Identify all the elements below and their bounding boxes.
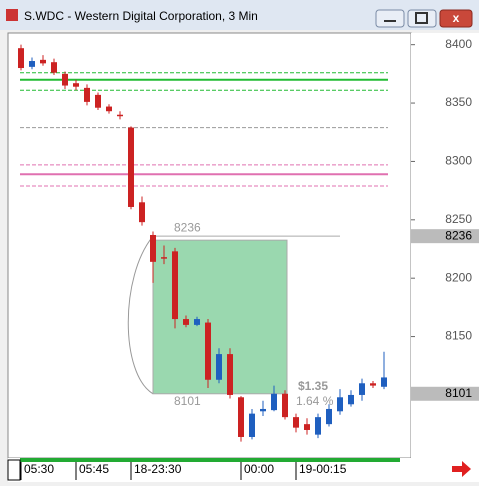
x-tick-label: 00:00 [244,462,274,476]
candle-body [238,397,244,437]
measure-top-label: 8236 [174,220,201,234]
candle-body [139,202,145,223]
x-tick-label: 05:45 [79,462,109,476]
measure-percent: 1.64 % [296,394,334,408]
price-marker-label: 8236 [445,228,472,242]
candle-body [29,61,35,67]
price-marker [411,229,479,244]
candle-body [227,354,233,395]
candle-body [106,106,112,112]
price-marker-label: 8101 [445,386,472,400]
candle-body [315,417,321,435]
candle-body [95,94,101,108]
candle-body [84,87,90,102]
candle-body [282,393,288,418]
candle-body [172,251,178,320]
y-tick-label: 8250 [445,212,472,226]
candle-body [18,48,24,69]
candle-body [62,73,68,86]
close-icon: x [453,11,460,25]
candle-body [183,319,189,325]
x-tick-label: 05:30 [24,462,54,476]
measure-bottom-label: 8101 [174,394,201,408]
candle-body [161,257,167,259]
y-tick-label: 8150 [445,329,472,343]
candle-body [117,114,123,117]
candle-body [370,383,376,386]
app-icon [6,9,18,21]
scroll-arrow[interactable] [452,461,471,477]
candle-body [304,424,310,430]
candle-body [128,127,134,207]
candle-body [260,408,266,412]
measure-change: $1.35 [298,379,328,393]
candle-body [51,62,57,73]
candle-body [40,59,46,64]
session-bar [20,458,400,462]
maximize-icon [415,12,428,24]
candle-body [271,393,277,411]
candle-body [150,234,156,262]
candle-body [205,322,211,380]
measure-arc [127,235,154,395]
candle-body [359,383,365,395]
candle-body [337,397,343,412]
axis-handle [7,459,21,481]
candle-body [293,417,299,428]
y-tick-label: 8300 [445,154,472,168]
x-tick-label: 18-23:30 [134,462,182,476]
candle-body [249,413,255,437]
y-tick-label: 8200 [445,270,472,284]
candle-body [326,408,332,425]
candle-body [73,83,79,87]
candle-body [216,354,222,380]
close-button[interactable] [439,9,473,28]
candle-body [381,377,387,387]
x-tick-label: 19-00:15 [299,462,347,476]
minimize-button[interactable] [375,9,405,28]
candle-body [348,394,354,405]
window-title: S.WDC - Western Digital Corporation, 3 M… [24,9,258,23]
y-tick-label: 8350 [445,95,472,109]
price-marker [411,386,479,401]
candle-body [194,319,200,325]
y-tick-label: 8400 [445,37,472,51]
